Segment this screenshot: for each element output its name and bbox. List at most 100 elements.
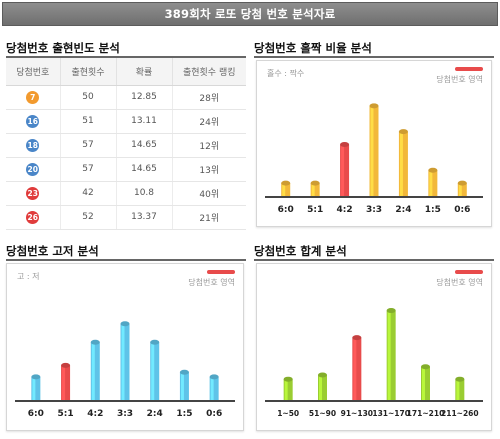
chart-legend: 당첨번호 영역 [423, 270, 483, 288]
chart-bar-body [340, 144, 350, 196]
chart-bar-body [283, 379, 293, 400]
x-tick-label: 0:6 [206, 409, 222, 419]
table-header-row: 당첨번호 출현횟수 확률 출현횟수 랭킹 [6, 58, 246, 86]
prob-cell: 10.8 [116, 181, 173, 206]
chart-bar-shine [387, 310, 391, 400]
high-low-chart: 고 : 저 당첨번호 영역 6:0 5:1 4:2 3:3 2:4 1:5 0:6 [6, 263, 244, 431]
number-cell: 23 [6, 181, 61, 206]
table-row: 23 42 10.8 40위 [6, 181, 246, 206]
number-cell: 26 [6, 205, 61, 230]
chart-bar-cap [310, 180, 320, 186]
x-tick-label: 5:1 [58, 409, 74, 419]
sum-chart: 당첨번호 영역 1~50 51~90 91~130 131~170 171~210 211… [256, 263, 492, 431]
chart-bar [386, 308, 396, 400]
column-header: 출현횟수 랭킹 [172, 58, 246, 86]
chart-bar-cap [179, 369, 189, 375]
chart-bar-cap [209, 374, 219, 380]
number-cell: 20 [6, 157, 61, 182]
section-divider-frequency [6, 56, 246, 58]
chart-bar-cap [318, 372, 327, 378]
lotto-ball: 7 [26, 90, 40, 104]
section-divider-sum [254, 259, 494, 261]
chart-bar-shine [282, 183, 286, 196]
chart-bar-shine [311, 183, 315, 196]
count-cell: 57 [60, 157, 117, 182]
x-tick-label: 1:5 [425, 205, 441, 215]
section-divider-high-low [6, 259, 246, 261]
chart-bar-body [421, 366, 430, 400]
page-title-bar: 389회차 로또 당첨 번호 분석자료 [2, 2, 498, 26]
chart-bar-body [120, 323, 130, 400]
chart-bar-cap [120, 321, 130, 327]
chart-bar-shine [399, 131, 403, 196]
chart-bar-body [31, 376, 41, 400]
chart-bar [61, 362, 71, 400]
count-cell: 51 [60, 109, 117, 134]
chart-bar-shine [284, 379, 288, 400]
chart-bar-shine [456, 379, 460, 400]
count-cell: 57 [60, 133, 117, 158]
chart-axis-note: 홀수 : 짝수 [267, 69, 305, 78]
chart-bar-body [455, 379, 465, 400]
prob-cell: 13.11 [116, 109, 173, 134]
chart-bar-shine [62, 365, 66, 400]
lotto-ball: 26 [26, 210, 40, 224]
chart-bar [310, 180, 320, 196]
chart-bar-body [398, 131, 408, 196]
chart-bar-body [90, 342, 100, 400]
count-cell: 50 [60, 85, 117, 110]
chart-bar-body [457, 183, 467, 196]
prob-cell: 14.65 [116, 157, 173, 182]
chart-bar-body [61, 365, 71, 400]
chart-bar [398, 129, 408, 196]
legend-label: 당첨번호 영역 [436, 278, 483, 287]
chart-bar-shine [151, 342, 155, 400]
x-tick-label: 3:3 [366, 205, 382, 215]
chart-bar-cap [352, 335, 362, 341]
table-row: 26 52 13.37 21위 [6, 205, 246, 230]
chart-bar-shine [341, 144, 345, 196]
chart-bar [455, 376, 465, 400]
chart-bar-body [310, 183, 320, 196]
lotto-ball: 23 [26, 186, 40, 200]
chart-bar-body [281, 183, 291, 196]
x-tick-label: 51~90 [309, 409, 336, 418]
chart-bar-shine [32, 376, 36, 400]
chart-bar-shine [458, 183, 462, 196]
chart-bar-cap [90, 339, 100, 345]
chart-bar-cap [455, 376, 465, 382]
rank-cell: 13위 [172, 157, 246, 182]
chart-bar-shine [121, 323, 125, 400]
chart-bar [90, 339, 100, 400]
chart-bar [209, 374, 219, 400]
chart-bar-body [428, 170, 438, 196]
lotto-ball: 16 [26, 114, 40, 128]
rank-cell: 21위 [172, 205, 246, 230]
section-divider-odd-even [254, 56, 494, 58]
chart-bar-body [318, 375, 327, 400]
column-header: 당첨번호 [6, 58, 61, 86]
chart-legend: 당첨번호 영역 [423, 67, 483, 85]
chart-bar [283, 376, 293, 400]
chart-bar-body [209, 376, 219, 400]
chart-bar-shine [319, 375, 322, 400]
chart-axis-note: 고 : 저 [17, 272, 40, 281]
legend-swatch [207, 270, 235, 274]
legend-swatch [455, 67, 483, 71]
table-row: 7 50 12.85 28위 [6, 85, 246, 110]
chart-bar-cap [150, 339, 160, 345]
chart-bar [457, 180, 467, 196]
chart-bar [352, 335, 362, 400]
odd-even-chart: 홀수 : 짝수 당첨번호 영역 6:0 5:1 4:2 3:3 2:4 1:5 0:6 [256, 60, 492, 227]
x-tick-label: 2:4 [147, 409, 163, 419]
column-header: 출현횟수 [60, 58, 117, 86]
section-title-odd-even: 당첨번호 홀짝 비율 분석 [254, 41, 372, 55]
x-tick-label: 2:4 [395, 205, 411, 215]
prob-cell: 12.85 [116, 85, 173, 110]
count-cell: 52 [60, 205, 117, 230]
chart-bar-cap [340, 142, 350, 147]
chart-bar [318, 372, 327, 400]
chart-bar-cap [428, 167, 438, 173]
number-cell: 18 [6, 133, 61, 158]
chart-bar-cap [61, 362, 71, 368]
